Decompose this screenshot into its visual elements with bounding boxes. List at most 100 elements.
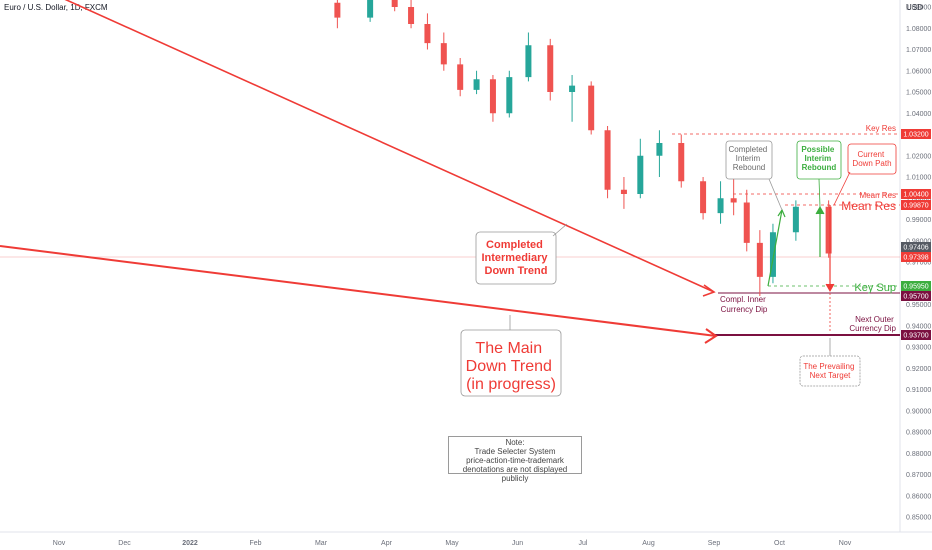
y-tick-label: 0.85000 [906,515,931,522]
candle-body [743,202,750,243]
candle-body [457,64,464,90]
price-tag-label: 1.03200 [903,132,928,139]
candle-body [473,79,480,90]
intermediary-arrow-head [702,284,716,297]
note-line-3: denotations are not displayed publicly [462,465,568,483]
note-box: Note: Trade Selecter System price-action… [448,436,582,483]
candle-body [678,143,685,182]
completed-intermediary-label: Completed Intermediary Down Trend [481,239,550,277]
completed-interim-label: Completed Interim Rebound [729,145,770,172]
candle-body [769,232,776,277]
y-tick-label: 1.04000 [906,111,931,118]
candle-body [408,7,415,24]
y-tick-label: 0.94000 [906,323,931,330]
price-tag-label: 0.95700 [903,294,928,301]
mean-res-big-label: Mean Res [841,199,896,213]
candle-body [825,206,832,254]
candle-body [367,0,374,18]
x-tick-label: Oct [774,540,785,547]
y-tick-label: 0.98000 [906,238,931,245]
x-tick-label: Jun [512,540,523,547]
price-tag-label: 0.97406 [903,245,928,252]
candle-body [656,143,663,156]
x-tick-label: Nov [839,540,852,547]
y-tick-label: 0.97000 [906,260,931,267]
main-downtrend-box [460,329,562,397]
y-axis: 1.09000 1.08000 1.07000 1.06000 1.05000 1.040… [906,5,931,522]
candle-body [547,45,554,92]
candles [334,0,832,296]
main-downtrend-label: The Main Down Trend (in progress) [466,340,557,393]
candle-body [792,206,799,233]
note-title: Note: [505,438,525,447]
y-tick-label: 1.00000 [906,196,931,203]
possible-interim-label: Possible Interim Rebound [801,145,836,172]
price-tag-bg [901,291,931,301]
y-tick-label: 1.01000 [906,175,931,182]
candle-body [730,198,737,203]
current-down-box [847,143,897,175]
interim-rebound-arrow [767,209,783,287]
mean-res-small-label: Mean Res [860,191,896,200]
price-tag-bg [901,200,931,210]
y-tick-label: 0.91000 [906,387,931,394]
y-tick-label: 0.95000 [906,302,931,309]
candle-body [391,0,398,7]
price-tag-bg [901,330,931,340]
main-downtrend-line [0,245,717,337]
candle-body [756,242,763,277]
price-tag-label: 0.93700 [903,333,928,340]
x-tick-label: Mar [315,540,328,547]
y-tick-label: 1.06000 [906,68,931,75]
candle-body [334,2,341,18]
completed-interim-box [725,140,773,180]
intermediary-downtrend-line [64,0,715,293]
candle-body [700,181,707,214]
candle-body [588,85,595,131]
y-tick-label: 0.90000 [906,408,931,415]
candle-body [620,189,627,194]
y-tick-label: 1.09000 [906,5,931,12]
price-tag-label: 0.97398 [903,255,928,262]
note-line-1: Trade Selecter System [474,447,556,456]
price-tag-bg [901,189,931,199]
y-tick-label: 0.99000 [906,217,931,224]
x-tick-label: Aug [642,540,655,547]
price-tag-bg [901,281,931,291]
candle-body [440,43,447,65]
candle-body [506,77,513,114]
y-tick-label: 0.86000 [906,493,931,500]
candle-body [569,85,576,92]
x-tick-label: Nov [53,540,66,547]
next-outer-dip-label: Next Outer Currency Dip [849,315,896,333]
price-tag-bg [901,252,931,262]
price-tag-label: 0.99870 [903,203,928,210]
price-tag-label: 0.95950 [903,284,928,291]
price-tag-bg [901,129,931,139]
y-tick-label: 0.87000 [906,472,931,479]
x-tick-label: Apr [381,540,393,547]
candle-body [525,45,532,78]
x-tick-label: Feb [249,540,261,547]
currency-label: USD [906,3,923,12]
x-tick-label: Jul [579,540,588,547]
candle-body [424,24,431,44]
y-tick-label: 0.92000 [906,366,931,373]
main-arrow-head [704,328,718,344]
y-tick-label: 1.02000 [906,153,931,160]
x-tick-label: Sep [708,540,721,547]
x-tick-label: 2022 [182,540,198,547]
compl-inner-dip-label: Compl. Inner Currency Dip [720,295,768,314]
x-tick-label: Dec [118,540,131,547]
y-tick-label: 1.07000 [906,47,931,54]
price-tags: 1.03200 1.00400 0.99870 0.97406 0.97398 0.959… [901,129,931,340]
price-tag-label: 1.00400 [903,192,928,199]
candle-body [489,79,496,114]
key-res-label: Key Res [866,124,896,133]
candle-body [637,155,644,194]
price-tag-bg [901,242,931,252]
candle-body [604,130,611,190]
y-tick-label: 1.05000 [906,90,931,97]
